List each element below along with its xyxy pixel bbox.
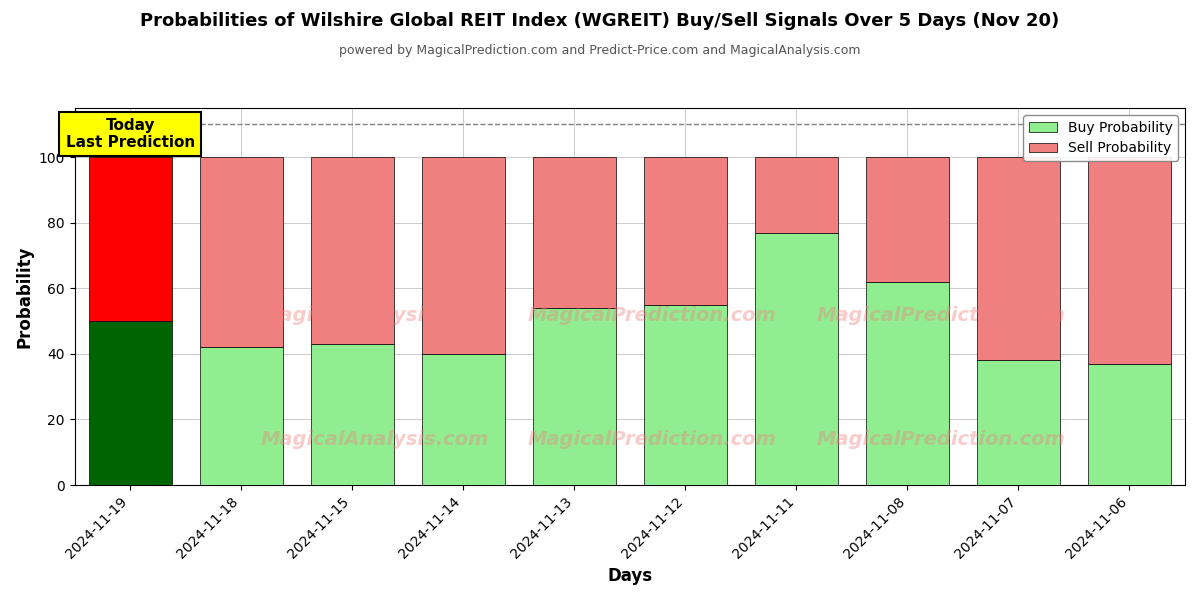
Y-axis label: Probability: Probability [16,245,34,348]
Text: Today
Last Prediction: Today Last Prediction [66,118,194,150]
Bar [311,344,394,485]
Bar [199,347,283,485]
Bar [977,157,1060,361]
Bar [421,354,505,485]
Text: MagicalAnalysis.com: MagicalAnalysis.com [260,430,488,449]
Text: powered by MagicalPrediction.com and Predict-Price.com and MagicalAnalysis.com: powered by MagicalPrediction.com and Pre… [340,44,860,57]
Bar [533,157,616,308]
Bar [865,282,949,485]
Bar [89,321,172,485]
Text: MagicalAnalysis.com: MagicalAnalysis.com [260,306,488,325]
Bar [311,157,394,344]
Bar [865,157,949,282]
Text: MagicalPrediction.com: MagicalPrediction.com [816,430,1066,449]
Bar [199,157,283,347]
Bar [1088,364,1171,485]
Bar [643,305,727,485]
Bar [755,157,838,233]
Text: MagicalPrediction.com: MagicalPrediction.com [816,306,1066,325]
Bar [421,157,505,354]
Legend: Buy Probability, Sell Probability: Buy Probability, Sell Probability [1024,115,1178,161]
X-axis label: Days: Days [607,567,653,585]
Text: MagicalPrediction.com: MagicalPrediction.com [528,306,776,325]
Bar [643,157,727,305]
Bar [533,308,616,485]
Bar [89,157,172,321]
Text: MagicalPrediction.com: MagicalPrediction.com [528,430,776,449]
Bar [1088,157,1171,364]
Bar [977,361,1060,485]
Bar [755,233,838,485]
Text: Probabilities of Wilshire Global REIT Index (WGREIT) Buy/Sell Signals Over 5 Day: Probabilities of Wilshire Global REIT In… [140,12,1060,30]
